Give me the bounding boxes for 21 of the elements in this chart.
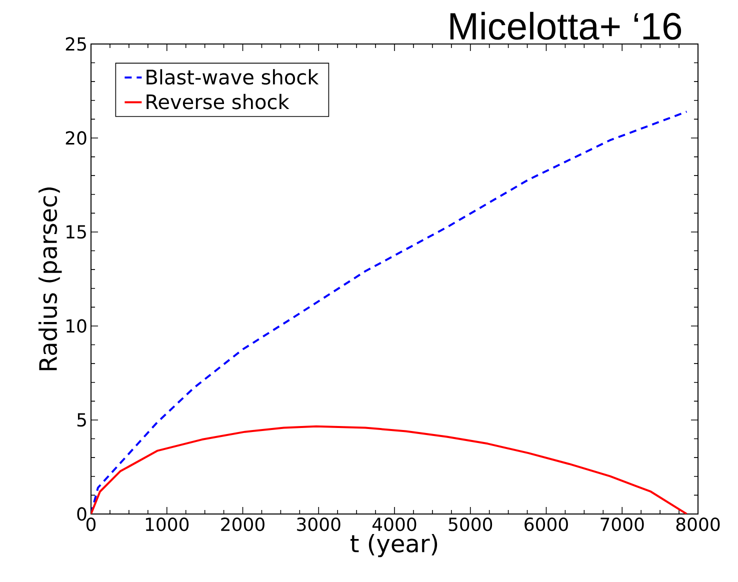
y-axis-title: Radius (parsec) (38, 188, 62, 370)
y-tick-label: 15 (66, 225, 86, 239)
x-tick-label: 4000 (372, 518, 416, 532)
legend-label: Reverse shock (146, 94, 290, 110)
x-tick-label: 3000 (297, 518, 340, 532)
x-tick-label: 5000 (448, 518, 492, 532)
y-tick-label: 0 (77, 507, 86, 521)
line-series (91, 425, 688, 514)
x-axis-title: t (year) (350, 534, 438, 558)
x-tick-label: 6000 (524, 518, 568, 532)
x-tick-label: 1000 (146, 518, 189, 532)
x-tick-label: 7000 (600, 518, 644, 532)
x-tick-label: 0 (86, 518, 96, 532)
x-tick-label: 2000 (221, 518, 264, 532)
y-tick-label: 20 (66, 131, 86, 145)
legend-label: Blast-wave shock (146, 69, 319, 85)
y-tick-label: 25 (66, 37, 86, 51)
y-tick-label: 10 (66, 319, 86, 333)
chart-title: Micelotta+ ‘16 (450, 12, 682, 40)
x-tick-label: 8000 (676, 518, 720, 532)
y-tick-label: 5 (77, 413, 86, 427)
